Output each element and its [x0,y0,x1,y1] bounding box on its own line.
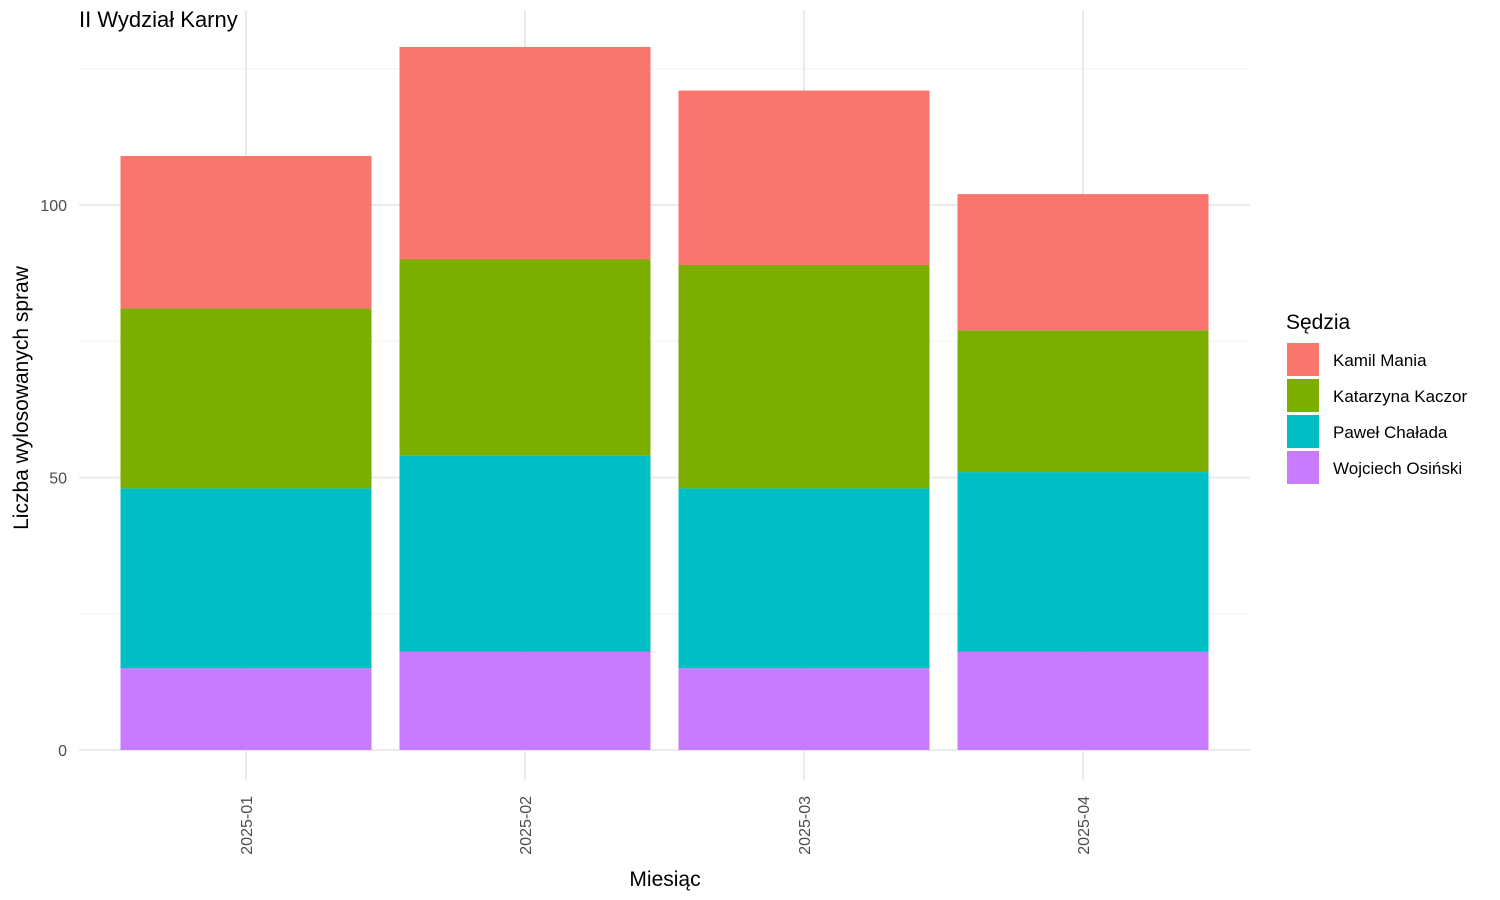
y-tick-label: 0 [58,743,67,760]
chart-title: II Wydział Karny [79,7,238,32]
bar-segment [957,472,1209,652]
y-axis-ticks: 0 50 100 [40,198,67,760]
legend-label: Katarzyna Kaczor [1333,387,1468,406]
x-tick-label: 2025-02 [518,796,535,855]
x-tick-label: 2025-03 [797,796,814,855]
bar-segment [678,488,930,669]
bar-segment [399,46,651,260]
bar-segment [957,651,1209,750]
legend-title: Sędzia [1286,311,1351,334]
bar-segment [678,668,930,750]
bar-segment [120,155,372,309]
bar-segment [678,90,930,265]
y-axis-title: Liczba wylosowanych spraw [10,265,33,530]
bar-segment [678,264,930,489]
bar-segment [957,330,1209,473]
x-axis-ticks: 2025-01 2025-02 2025-03 2025-04 [239,796,1093,855]
bars [120,46,1209,750]
legend-label: Wojciech Osiński [1333,459,1462,478]
bar-segment [399,259,651,456]
legend-label: Paweł Chałada [1333,423,1448,442]
bar-segment [120,668,372,750]
legend-swatch [1287,415,1319,448]
legend-swatch [1287,451,1319,484]
x-tick-label: 2025-04 [1076,796,1093,855]
bar-segment [120,488,372,669]
bar-segment [120,308,372,489]
bar-segment [957,194,1209,331]
legend-swatch [1287,343,1319,376]
x-tick-label: 2025-01 [239,796,256,855]
legend: Sędzia Kamil Mania Katarzyna Kaczor Paweł … [1286,311,1468,484]
bar-segment [399,651,651,750]
x-axis-title: Miesiąc [629,868,700,891]
legend-swatch [1287,379,1319,412]
bar-segment [399,455,651,652]
legend-label: Kamil Mania [1333,351,1427,370]
y-tick-label: 50 [49,471,67,488]
y-tick-label: 100 [40,198,67,215]
